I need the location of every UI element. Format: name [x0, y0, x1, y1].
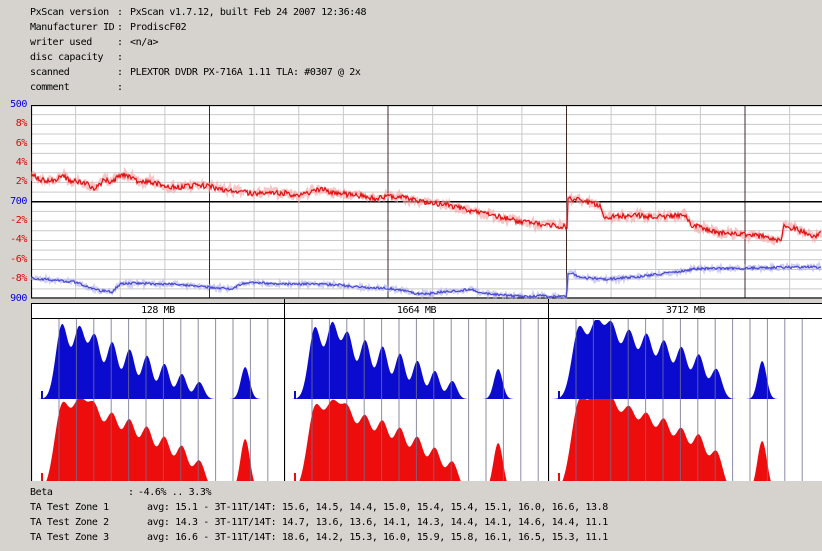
panel-label: 3712 MB [665, 305, 706, 316]
y-axis-label: 500 [10, 99, 27, 110]
info-label: Manufacturer ID [30, 22, 115, 33]
info-colon: : [117, 82, 123, 93]
info-label: scanned [30, 67, 70, 78]
y-axis-label: 900 [10, 293, 27, 304]
ta-zone-label: TA Test Zone 1 [30, 502, 109, 513]
ta-histogram [548, 319, 822, 481]
info-label: PxScan version [30, 7, 109, 18]
info-value: PxScan v1.7.12, built Feb 24 2007 12:36:… [130, 7, 367, 18]
histogram-panel-header: 1664 MB [284, 303, 549, 319]
y-axis-label: -4% [10, 234, 27, 245]
ta-zone-values: avg: 14.3 - 3T-11T/14T: 14.7, 13.6, 13.6… [147, 517, 608, 528]
y-axis-label: 8% [15, 118, 28, 129]
chart-tick [284, 299, 285, 304]
beta-label: Beta [30, 487, 53, 498]
y-axis-label: -2% [10, 215, 27, 226]
info-label: disc capacity [30, 52, 104, 63]
info-value: <n/a> [130, 37, 159, 48]
info-value: PLEXTOR DVDR PX-716A 1.11 TLA: #0307 @ 2… [130, 67, 361, 78]
y-axis-label: 6% [15, 138, 28, 149]
info-colon: : [117, 7, 123, 18]
chart-tick [548, 299, 549, 304]
ta-histogram [284, 319, 548, 481]
panel-label: 1664 MB [396, 305, 437, 316]
y-axis-label: 4% [15, 157, 28, 168]
y-axis-label: 2% [15, 176, 28, 187]
info-colon: : [117, 37, 123, 48]
y-axis-label: -8% [10, 273, 27, 284]
info-label: writer used [30, 37, 92, 48]
y-axis-label: -6% [10, 254, 27, 265]
info-label: comment [30, 82, 70, 93]
ta-zone-label: TA Test Zone 3 [30, 532, 109, 543]
histogram-panel-header: 128 MB [31, 303, 285, 319]
y-axis-label: 700 [10, 196, 27, 207]
info-value: ProdiscF02 [130, 22, 187, 33]
ta-zone-values: avg: 16.6 - 3T-11T/14T: 18.6, 14.2, 15.3… [147, 532, 608, 543]
ta-zone-label: TA Test Zone 2 [30, 517, 109, 528]
info-colon: : [117, 52, 123, 63]
info-colon: : [117, 67, 123, 78]
beta-value: -4.6% .. 3.3% [138, 487, 212, 498]
beta-colon: : [128, 487, 134, 498]
ta-histogram [31, 319, 284, 481]
ta-zone-values: avg: 15.1 - 3T-11T/14T: 15.6, 14.5, 14.4… [147, 502, 608, 513]
histogram-panel-header: 3712 MB [548, 303, 822, 319]
info-colon: : [117, 22, 123, 33]
panel-label: 128 MB [141, 305, 175, 316]
beta-chart [31, 105, 822, 299]
